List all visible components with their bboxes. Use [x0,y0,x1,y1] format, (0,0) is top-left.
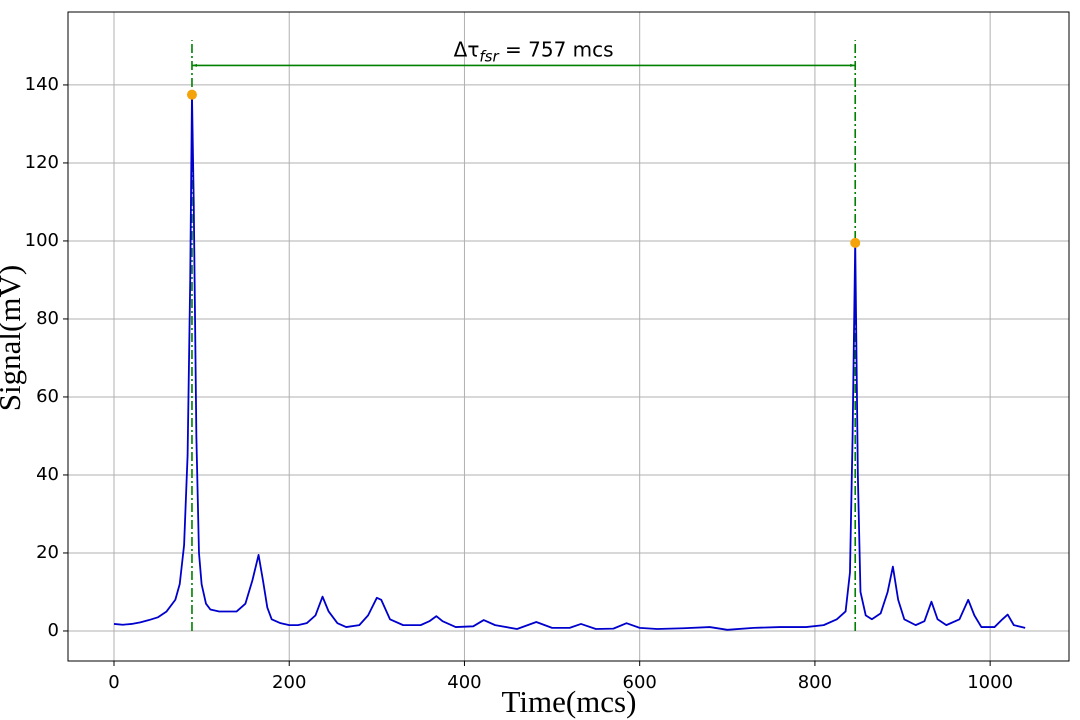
peak-marker [186,89,197,100]
x-tick-label: 1000 [967,672,1013,693]
y-tick-label: 80 [36,308,59,329]
x-tick-label: 600 [623,672,657,693]
y-tick-label: 120 [25,152,59,173]
y-tick-label: 100 [25,230,59,251]
signal-line [113,93,1026,631]
x-tick-label: 800 [798,672,832,693]
x-tick-label: 0 [108,672,119,693]
x-axis-label: Time(mcs) [502,684,637,719]
x-tick-label: 200 [272,672,306,693]
x-tick-label: 400 [447,672,481,693]
annotation-sub: fsr [479,47,499,65]
plot-area [68,12,1069,661]
y-tick-label: 40 [36,464,59,485]
y-tick-label: 20 [36,542,59,563]
annotation: Δτfsr = 757 mcs [454,37,614,65]
y-tick-label: 60 [36,386,59,407]
annotation-rest: = 757 mcs [499,37,614,61]
annotation-symbol: Δτ [454,37,480,61]
y-tick-label: 0 [48,620,59,641]
y-axis-label: Signal(mV) [0,265,27,411]
y-tick-label: 140 [25,74,59,95]
plot-frame [67,11,1070,662]
peak-marker [850,237,861,248]
